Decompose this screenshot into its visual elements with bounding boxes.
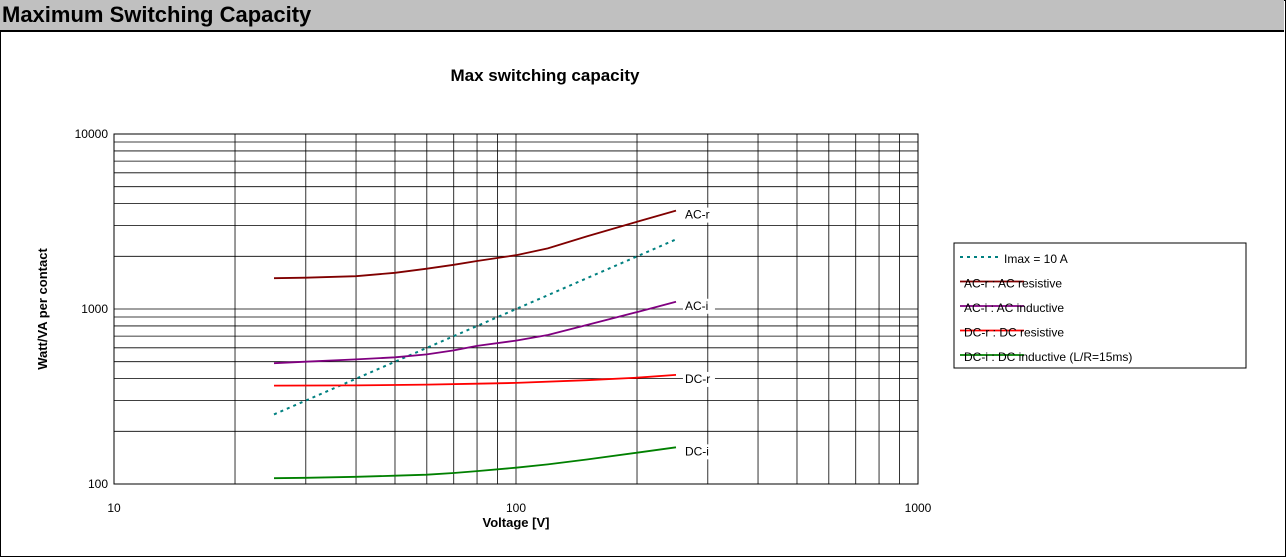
y-tick-label: 100 — [88, 477, 108, 491]
series-line-1 — [273, 209, 677, 280]
legend-entry-0: Imax = 10 A — [1004, 252, 1068, 266]
end-label-bg — [682, 207, 715, 223]
legend-entry-2: AC-i : AC inductive — [964, 301, 1064, 315]
sheet-header: Maximum Switching Capacity — [0, 0, 1284, 32]
legend-entry-4: DC-i : DC inductive (L/R=15ms) — [964, 350, 1132, 364]
series-end-label-4: DC-i — [685, 444, 709, 458]
series-end-label-1: AC-r — [685, 208, 710, 222]
end-label-bg — [682, 371, 715, 387]
x-tick-label: 1000 — [905, 501, 932, 515]
series-line-0 — [273, 238, 677, 416]
series-line-4 — [273, 446, 677, 480]
grid-lines — [114, 134, 918, 484]
y-tick-label: 10000 — [75, 127, 109, 141]
legend-entry-3: DC-r : DC resistive — [964, 326, 1064, 340]
series-lines — [273, 209, 677, 480]
x-tick-label: 100 — [506, 501, 526, 515]
series-end-labels: AC-r AC-i DC-r DC-i — [682, 207, 715, 460]
end-label-bg — [682, 444, 715, 460]
legend-entry-1: AC-r : AC resistive — [964, 277, 1062, 291]
x-axis-label: Voltage [V] — [483, 515, 550, 530]
sheet-title: Maximum Switching Capacity — [2, 2, 312, 27]
end-label-bg — [682, 298, 715, 314]
x-tick-label: 10 — [107, 501, 121, 515]
series-line-3 — [273, 374, 677, 387]
plot-area — [113, 133, 919, 485]
legend: Imax = 10 A AC-r : AC resistive AC-i : AC … — [953, 242, 1247, 369]
chart-title: Max switching capacity — [450, 66, 640, 85]
tick-labels: 10 100 1000 100 1000 10000 — [75, 127, 932, 515]
series-end-label-3: DC-r — [685, 372, 710, 386]
series-line-2 — [273, 300, 677, 365]
series-end-label-2: AC-i — [685, 299, 708, 313]
y-tick-label: 1000 — [81, 302, 108, 316]
y-axis-label: Watt/VA per contact — [35, 248, 50, 370]
